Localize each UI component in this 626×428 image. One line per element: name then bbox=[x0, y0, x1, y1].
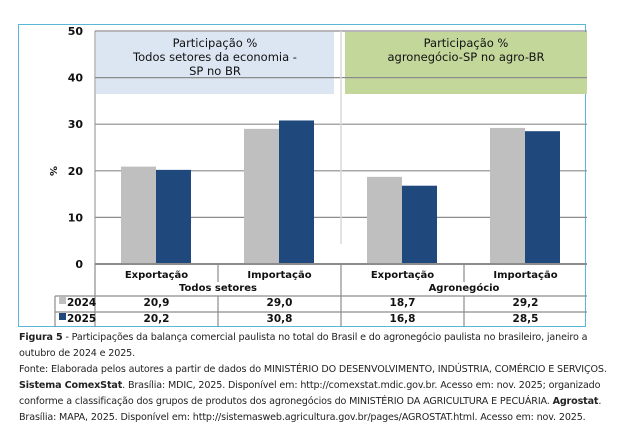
source-bold-2: Agrostat bbox=[552, 396, 599, 407]
caption-source: Fonte: Elaborada pelos autores a partir … bbox=[19, 362, 611, 426]
data-label: 20,2 bbox=[144, 313, 170, 325]
panel-background-0 bbox=[96, 32, 334, 94]
y-tick-label: 50 bbox=[68, 25, 84, 38]
bar-2025-2 bbox=[402, 185, 437, 264]
data-label: 30,8 bbox=[267, 313, 293, 325]
x-group-label: Todos setores bbox=[179, 283, 257, 294]
data-label: 29,2 bbox=[513, 297, 539, 309]
data-label: 28,5 bbox=[513, 313, 539, 325]
panel-background-1 bbox=[345, 32, 587, 94]
bar-2024-1 bbox=[244, 128, 279, 264]
x-category-label: Exportação bbox=[371, 270, 434, 281]
bar-2025-3 bbox=[525, 131, 560, 264]
legend-label-2025: 2025 bbox=[67, 313, 96, 325]
bar-2024-0 bbox=[121, 166, 156, 264]
source-bold-1: Sistema ComexStat bbox=[19, 380, 123, 391]
x-category-label: Importação bbox=[247, 270, 311, 281]
legend-swatch-2025 bbox=[59, 313, 66, 320]
y-tick-label: 30 bbox=[68, 118, 84, 131]
panel-title-line: agronegócio-SP no agro-BR bbox=[387, 50, 544, 64]
data-label: 18,7 bbox=[390, 297, 416, 309]
source-text-1: Fonte: Elaborada pelos autores a partir … bbox=[19, 364, 607, 375]
y-tick-label: 40 bbox=[68, 72, 84, 85]
panel-title-line: Participação % bbox=[424, 36, 509, 50]
figure-text: - Participações da balança comercial pau… bbox=[19, 332, 588, 359]
y-tick-label: 10 bbox=[68, 211, 84, 224]
bar-2024-3 bbox=[490, 127, 525, 264]
y-tick-label: 20 bbox=[68, 165, 84, 178]
chart: Participação %Todos setores da economia … bbox=[47, 25, 587, 327]
bar-2025-0 bbox=[156, 169, 191, 264]
chart-frame bbox=[18, 24, 586, 327]
bar-2024-2 bbox=[367, 176, 402, 264]
bar-2025-1 bbox=[279, 120, 314, 264]
source-text-2: . Brasília: MDIC, 2025. Disponível em: h… bbox=[19, 380, 601, 407]
caption-title: Figura 5 - Participações da balança come… bbox=[19, 330, 611, 362]
x-category-label: Importação bbox=[493, 270, 557, 281]
y-axis-label: % bbox=[47, 166, 58, 176]
data-label: 29,0 bbox=[267, 297, 293, 309]
figure-caption: Figura 5 - Participações da balança come… bbox=[19, 330, 611, 426]
x-category-label: Exportação bbox=[125, 270, 188, 281]
panel-title-line: Todos setores da economia - bbox=[132, 50, 297, 64]
y-tick-label: 0 bbox=[75, 258, 83, 271]
source-text-3: . Brasília: MAPA, 2025. Disponível em: h… bbox=[19, 396, 602, 423]
legend-label-2024: 2024 bbox=[67, 297, 96, 309]
legend-swatch-2024 bbox=[59, 297, 66, 304]
panel-title-line: Participação % bbox=[173, 36, 258, 50]
data-label: 20,9 bbox=[144, 297, 170, 309]
data-label: 16,8 bbox=[390, 313, 416, 325]
x-group-label: Agronegócio bbox=[429, 282, 500, 294]
figure-label: Figura 5 bbox=[19, 332, 63, 343]
panel-title-line: SP no BR bbox=[189, 64, 241, 78]
